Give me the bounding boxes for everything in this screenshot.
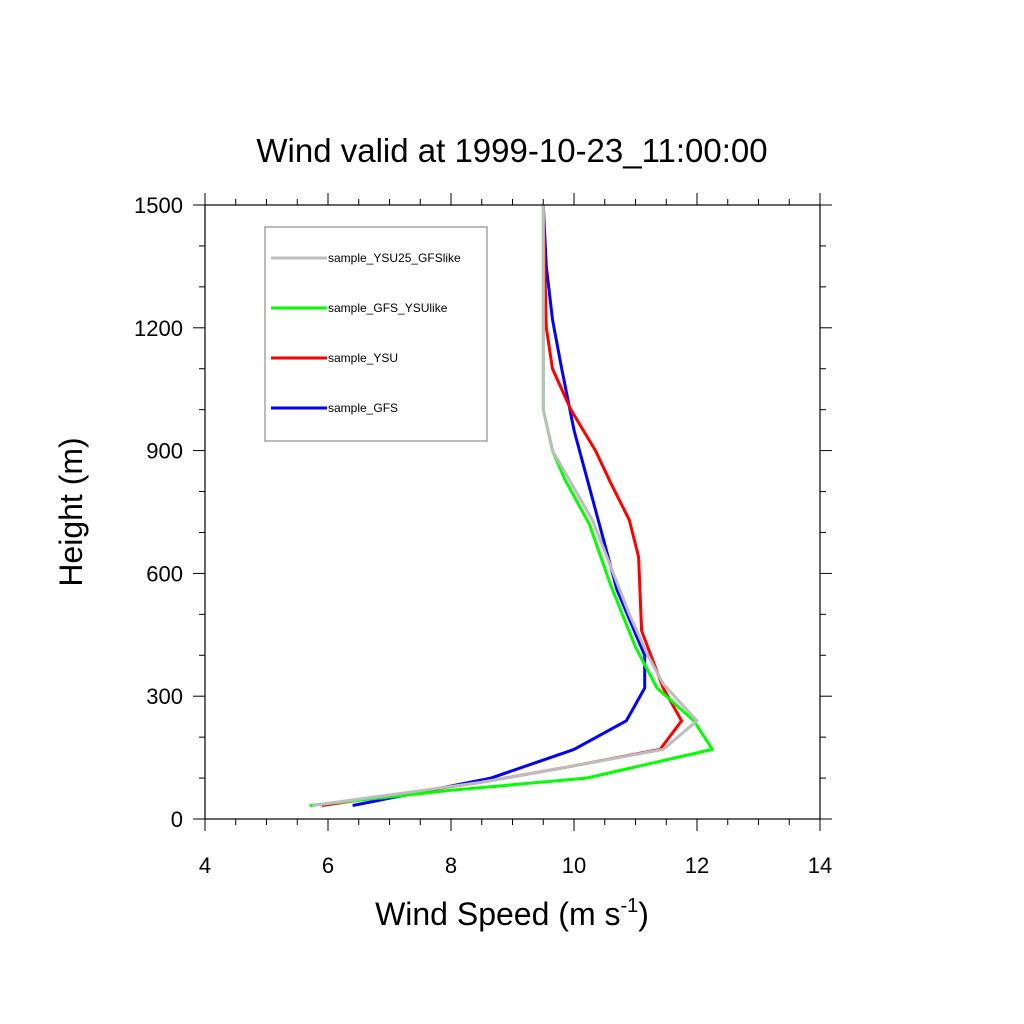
y-tick-label: 0 (171, 807, 183, 832)
y-axis-title: Height (m) (53, 437, 89, 586)
y-tick-label: 600 (146, 561, 183, 586)
legend-box (264, 226, 488, 442)
legend-label: sample_GFS (328, 401, 398, 415)
legend: sample_YSU25_GFSlike sample_GFS_YSUlikesa… (264, 226, 488, 442)
y-tick-label: 300 (146, 684, 183, 709)
x-axis-title-main: Wind Speed (m s (375, 896, 620, 932)
chart-title: Wind valid at 1999-10-23_11:00:00 (256, 132, 767, 169)
x-tick-label: 8 (445, 853, 457, 878)
y-tick-label: 1200 (134, 316, 183, 341)
plot-frame (204, 204, 821, 820)
x-tick-label: 14 (808, 853, 832, 878)
series-line-sample_GFS (352, 204, 647, 807)
x-tick-label: 10 (562, 853, 586, 878)
series-lines (309, 204, 714, 807)
legend-label: sample_GFS_YSUlike (328, 301, 448, 315)
series-line-sample_YSU25_GFSlike (312, 205, 699, 807)
x-axis-title-superscript: -1 (620, 895, 638, 917)
legend-label: sample_YSU25_GFSlike (328, 251, 461, 265)
x-tick-label: 4 (199, 853, 211, 878)
y-tick-label: 900 (146, 439, 183, 464)
y-tick-label: 1500 (134, 193, 183, 218)
x-tick-label: 12 (685, 853, 709, 878)
x-axis-title-suffix: ) (638, 896, 649, 932)
x-axis-title: Wind Speed (m s-1) (375, 895, 649, 932)
legend-label: sample_YSU (328, 351, 398, 365)
tick-labels: 4 6 8 10 12 14 0 300 600 900 1200 1500 (134, 193, 832, 878)
tick-marks (193, 193, 832, 831)
x-tick-label: 6 (322, 853, 334, 878)
